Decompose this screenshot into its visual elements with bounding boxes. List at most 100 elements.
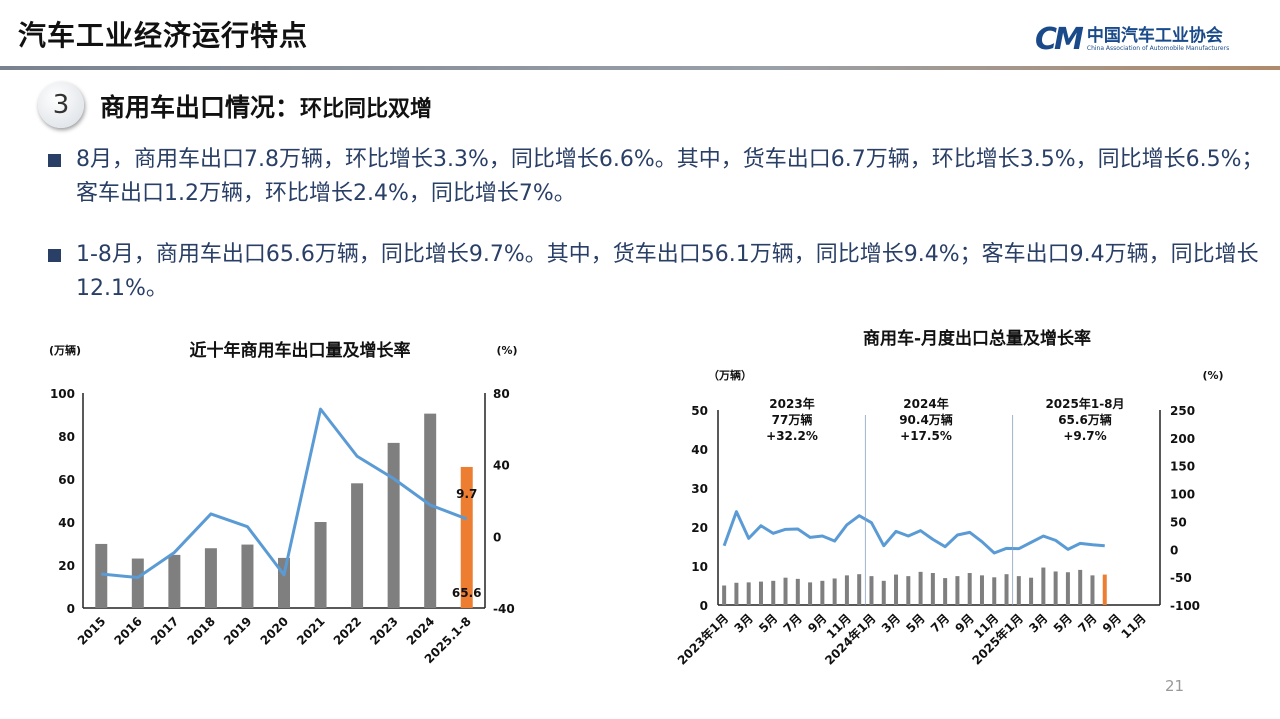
year-summary-annotation: 90.4万辆 <box>899 412 953 427</box>
bar <box>95 543 108 608</box>
right-tick-label: -40 <box>493 602 515 616</box>
year-summary-annotation: 65.6万辆 <box>1058 412 1112 427</box>
left-axis-unit: (万辆) <box>49 343 81 357</box>
bullet-text: 8月，商用车出口7.8万辆，环比增长3.3%，同比增长6.6%。其中，货车出口6… <box>76 147 1264 206</box>
chart-title: 商用车-月度出口总量及增长率 <box>863 328 1091 349</box>
bar <box>1041 567 1046 605</box>
bar <box>734 582 739 605</box>
year-summary-annotation: 2023年 <box>769 396 814 411</box>
left-tick-label: 80 <box>58 430 75 444</box>
section-title: 商用车出口情况： <box>100 93 301 122</box>
x-tick-label: 3月 <box>732 611 756 635</box>
chart-title: 近十年商用车出口量及增长率 <box>190 340 411 361</box>
right-tick-label: 150 <box>1170 460 1195 474</box>
left-tick-label: 60 <box>58 473 75 487</box>
bar <box>955 576 960 605</box>
left-tick-label: 30 <box>691 482 708 496</box>
year-summary-annotation: 2025年1-8月 <box>1045 396 1124 411</box>
left-tick-label: 0 <box>700 599 708 613</box>
bar <box>906 576 911 605</box>
year-summary-annotation: +17.5% <box>900 429 952 443</box>
x-tick-label: 11月 <box>1119 611 1149 641</box>
bar <box>894 574 899 605</box>
bar <box>241 544 254 608</box>
page-number: 21 <box>1165 677 1185 695</box>
right-tick-label: 50 <box>1170 515 1187 529</box>
x-tick-label: 3月 <box>879 611 903 635</box>
left-tick-label: 40 <box>691 443 708 457</box>
right-axis-unit: (%) <box>496 344 517 357</box>
bar <box>1090 575 1095 605</box>
bar <box>930 573 935 605</box>
right-tick-label: 80 <box>493 387 510 401</box>
bullet-item: 1-8月，商用车出口65.6万辆，同比增长9.7%。其中，货车出口56.1万辆，… <box>48 238 1271 306</box>
bar <box>943 578 948 605</box>
right-tick-label: 40 <box>493 459 510 473</box>
year-summary-annotation: +9.7% <box>1063 429 1106 443</box>
header-divider <box>0 66 1280 70</box>
bar <box>808 582 813 605</box>
bar <box>992 577 997 605</box>
bullet-square-icon <box>48 249 61 262</box>
bullet-item: 8月，商用车出口7.8万辆，环比增长3.3%，同比增长6.6%。其中，货车出口6… <box>48 143 1271 211</box>
bar <box>1078 569 1083 605</box>
bar <box>722 585 727 605</box>
right-tick-label: 0 <box>1170 543 1178 557</box>
left-tick-label: 20 <box>691 521 708 535</box>
bar <box>771 580 776 605</box>
page-title: 汽车工业经济运行特点 <box>18 19 309 52</box>
bar <box>168 554 181 608</box>
bar <box>967 573 972 605</box>
x-tick-label: 7月 <box>1075 611 1099 635</box>
year-summary-annotation: 77万辆 <box>772 412 813 427</box>
section-number: 3 <box>38 82 84 128</box>
right-tick-label: -50 <box>1170 571 1192 585</box>
logo: CM 中国汽车工业协会 China Association of Automob… <box>1035 22 1229 57</box>
x-tick-label: 2023年1月 <box>674 611 731 668</box>
data-label-growth: 9.7 <box>456 487 477 501</box>
left-tick-label: 100 <box>50 387 75 401</box>
right-tick-label: -100 <box>1170 599 1200 613</box>
x-tick-label: 7月 <box>781 611 805 635</box>
right-tick-label: 0 <box>493 530 501 544</box>
section-subtitle: 环比同比双增 <box>300 97 433 122</box>
bar <box>758 581 763 605</box>
bar <box>832 578 837 605</box>
left-axis-unit: （万辆） <box>708 368 752 382</box>
bar <box>1065 572 1070 605</box>
x-tick-label: 3月 <box>1026 611 1050 635</box>
bar <box>1016 576 1021 605</box>
x-tick-label: 5月 <box>756 611 780 635</box>
bar <box>795 578 800 605</box>
logo-cn: 中国汽车工业协会 <box>1086 26 1223 46</box>
bar <box>844 575 849 605</box>
left-tick-label: 20 <box>58 559 75 573</box>
bar <box>1029 577 1034 605</box>
right-tick-label: 100 <box>1170 488 1195 502</box>
right-tick-label: 250 <box>1170 404 1195 418</box>
logo-en: China Association of Automobile Manufact… <box>1086 45 1230 52</box>
bar <box>460 466 473 608</box>
left-tick-label: 50 <box>691 404 708 418</box>
bar <box>881 580 886 605</box>
bar <box>783 577 788 605</box>
right-axis-unit: (%) <box>1202 369 1223 382</box>
x-tick-label: 5月 <box>1051 611 1075 635</box>
caam-logo-icon: CM <box>1035 22 1084 57</box>
year-summary-annotation: 2024年 <box>903 396 948 411</box>
left-tick-label: 10 <box>691 560 708 574</box>
bar <box>1053 571 1058 605</box>
data-label-volume: 65.6 <box>452 586 482 600</box>
x-tick-label: 7月 <box>928 611 952 635</box>
bar <box>746 582 751 605</box>
bar <box>1004 574 1009 605</box>
bar <box>918 571 923 605</box>
left-tick-label: 40 <box>58 516 75 530</box>
bar <box>869 576 874 605</box>
bar <box>351 483 364 608</box>
bar <box>979 575 984 605</box>
bar <box>424 413 437 608</box>
bar <box>314 522 327 608</box>
